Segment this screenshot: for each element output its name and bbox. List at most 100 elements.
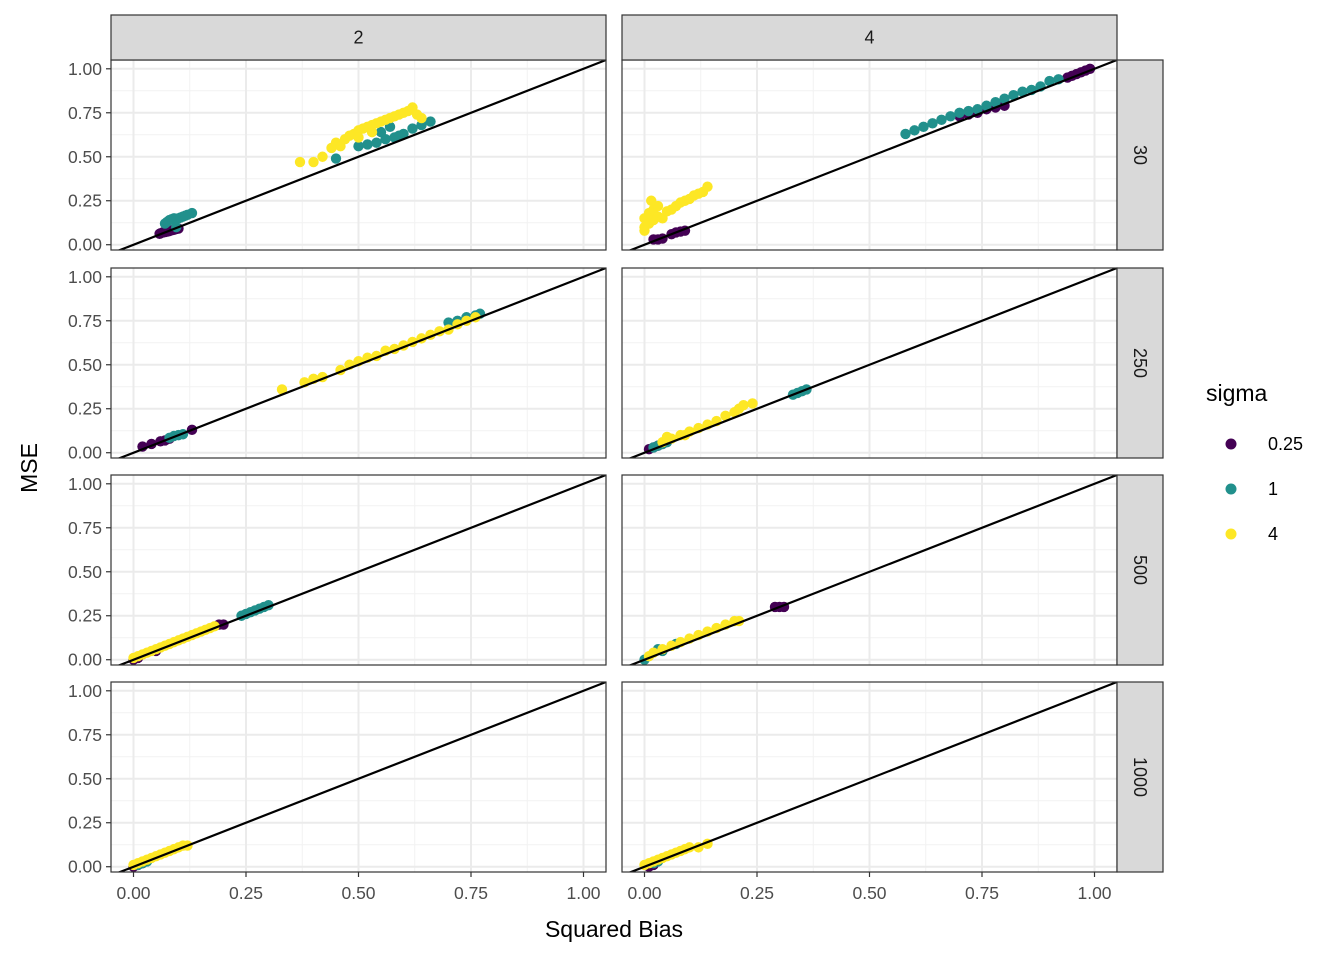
data-point (1017, 86, 1028, 97)
reference-line-y-equals-x (627, 268, 1117, 458)
legend-items: 0.25 1 4 (1225, 434, 1303, 544)
column-strip-2 (110, 14, 607, 61)
x-tick-label: 0.50 (852, 883, 886, 903)
data-point (166, 214, 177, 225)
row-strip-label: 250 (1130, 348, 1150, 378)
y-tick-label: 0.75 (68, 725, 102, 745)
legend-title: sigma (1206, 380, 1268, 406)
series-sigma-1 (159, 116, 436, 233)
x-axis-title: Squared Bias (545, 916, 683, 942)
y-tick-label: 0.25 (68, 191, 102, 211)
data-point (702, 181, 713, 192)
data-point (353, 132, 364, 143)
data-point (918, 121, 929, 133)
series-sigma-1 (900, 74, 1064, 140)
legend-label: 4 (1268, 524, 1278, 544)
data-point (936, 114, 947, 126)
x-tick-label: 1.00 (566, 883, 600, 903)
data-point (330, 153, 342, 164)
x-tick-label: 0.25 (229, 883, 263, 903)
data-point (945, 111, 956, 122)
panel-4-30 (621, 59, 1118, 251)
panel-plot-area (116, 268, 606, 458)
data-point (180, 210, 191, 221)
data-point (1008, 89, 1019, 101)
data-point (999, 93, 1010, 104)
data-point (407, 123, 418, 134)
panel-plot-area (627, 268, 1117, 458)
data-point (972, 104, 983, 115)
panel-plot-area (627, 60, 1117, 250)
y-tick-label: 0.00 (68, 443, 102, 463)
data-point (981, 100, 992, 111)
data-point (661, 431, 673, 443)
y-tick-label: 1.00 (68, 267, 102, 287)
panel-2-1000 (110, 681, 607, 873)
panel-2-30 (110, 59, 607, 251)
y-tick-label: 0.50 (68, 769, 102, 789)
series-sigma-4 (657, 398, 758, 448)
panel-plot-area (627, 475, 1117, 665)
data-point (927, 118, 938, 129)
panel-border (110, 267, 607, 459)
column-strip-label: 2 (353, 28, 363, 48)
data-point (393, 130, 405, 141)
x-tick-label: 1.00 (1077, 883, 1111, 903)
y-tick-label: 0.00 (68, 857, 102, 877)
reference-line-y-equals-x (627, 475, 1117, 665)
panel-2-250 (110, 267, 607, 459)
data-point (317, 151, 328, 162)
y-tick-label: 0.75 (68, 103, 102, 123)
y-tick-label: 0.00 (68, 650, 102, 670)
x-tick-label: 0.75 (965, 883, 999, 903)
reference-line-y-equals-x (116, 60, 606, 250)
data-point (362, 139, 373, 150)
y-axis-title: MSE (16, 443, 42, 493)
x-tick-label: 0.25 (740, 883, 774, 903)
reference-line-y-equals-x (116, 682, 606, 872)
data-point (738, 400, 749, 411)
panel-plot-area (627, 682, 1117, 872)
panel-plot-area (116, 475, 606, 665)
data-point (990, 97, 1001, 108)
x-tick-label: 0.50 (341, 883, 375, 903)
y-tick-label: 0.25 (68, 813, 102, 833)
data-point (375, 126, 387, 138)
y-tick-label: 1.00 (68, 681, 102, 701)
row-strip-1000 (1116, 681, 1164, 873)
y-tick-label: 0.25 (68, 399, 102, 419)
data-point (353, 141, 364, 152)
reference-line-y-equals-x (116, 268, 606, 458)
reference-line-y-equals-x (627, 60, 1117, 250)
data-point (639, 225, 650, 236)
data-point (720, 410, 731, 421)
reference-line-y-equals-x (116, 475, 606, 665)
data-point (416, 112, 427, 124)
panel-2-500 (110, 474, 607, 666)
series-sigma-4 (639, 838, 713, 871)
data-point (308, 156, 319, 168)
panels-layer (110, 59, 1118, 873)
panel-4-500 (621, 474, 1118, 666)
series-sigma-4 (294, 102, 427, 168)
legend-key-sigma-4 (1225, 528, 1237, 540)
panel-border (110, 474, 607, 666)
y-tick-label: 0.75 (68, 311, 102, 331)
y-tick-label: 0.75 (68, 518, 102, 538)
legend-key-sigma-0.25 (1225, 438, 1237, 450)
legend-label: 1 (1268, 479, 1278, 499)
series-sigma-4 (639, 181, 713, 236)
row-strip-label: 30 (1130, 145, 1150, 165)
y-tick-label: 0.00 (68, 235, 102, 255)
legend-label: 0.25 (1268, 434, 1303, 454)
data-point (963, 105, 974, 117)
y-tick-label: 1.00 (68, 59, 102, 79)
x-tick-label: 0.00 (116, 883, 150, 903)
data-point (371, 137, 382, 148)
y-tick-label: 0.50 (68, 355, 102, 375)
panel-plot-area (116, 682, 606, 872)
column-strip-4 (621, 14, 1118, 61)
legend-key-sigma-1 (1225, 483, 1237, 495)
panel-4-250 (621, 267, 1118, 459)
